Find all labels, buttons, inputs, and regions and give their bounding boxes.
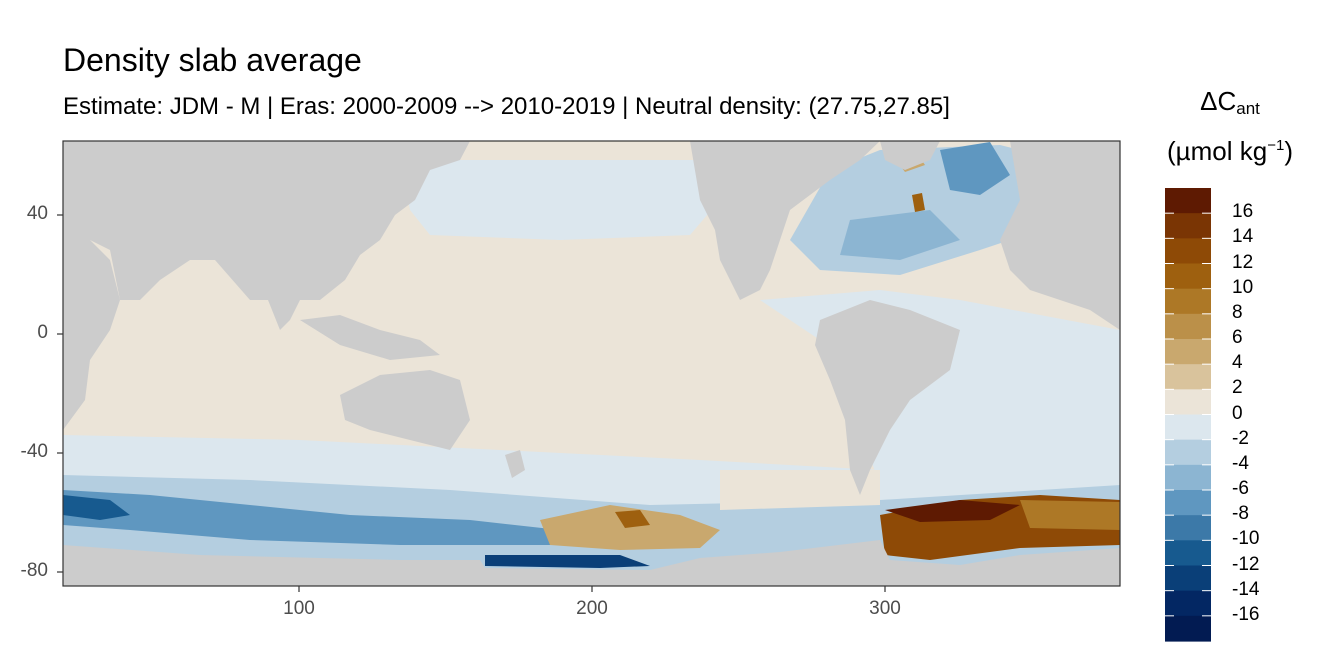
land-eurasia	[63, 141, 470, 330]
legend-label: -8	[1232, 503, 1249, 525]
legend-units-prefix: (µmol kg	[1167, 136, 1268, 166]
map-title: Density slab average	[63, 42, 362, 78]
land-africa	[63, 240, 120, 430]
legend-units: (µmol kg−1)	[1150, 136, 1310, 167]
labrador-sea-region	[940, 142, 1010, 195]
legend-swatch	[1165, 615, 1211, 642]
legend-swatch	[1165, 490, 1211, 516]
xtick-label: 300	[869, 598, 901, 619]
southern-pacific-white	[720, 470, 880, 510]
ross-sea-brown	[540, 505, 720, 550]
ytick-label: -80	[20, 560, 48, 581]
legend-swatch	[1165, 188, 1211, 214]
legend-swatch	[1165, 540, 1211, 567]
legend-label: 4	[1232, 352, 1243, 374]
legend-label: -16	[1232, 603, 1260, 625]
legend-label: -2	[1232, 427, 1249, 449]
ytick-label: -40	[20, 441, 48, 462]
legend-swatch	[1165, 238, 1211, 265]
ytick-label: 40	[26, 203, 48, 224]
legend-swatch	[1165, 590, 1211, 617]
legend-label: -14	[1232, 578, 1260, 600]
southern-ocean-deep-blue	[63, 495, 130, 520]
ytick-label: 0	[37, 322, 48, 343]
legend-label: 16	[1232, 201, 1254, 223]
land-antarctica	[63, 540, 1120, 586]
land-africa-east	[1000, 141, 1120, 330]
legend-label: 0	[1232, 402, 1243, 424]
legend-swatch	[1165, 515, 1211, 541]
legend-swatch	[1165, 389, 1211, 416]
legend-colorbar	[1165, 188, 1211, 642]
legend-label: 12	[1232, 251, 1254, 273]
legend-label: -12	[1232, 553, 1260, 575]
legend-swatch	[1165, 464, 1211, 491]
legend-swatch	[1165, 364, 1211, 390]
legend-title-main: ΔC	[1200, 86, 1237, 116]
ross-sea-blue	[485, 555, 650, 568]
legend-label: 6	[1232, 327, 1243, 348]
legend-swatch	[1165, 414, 1211, 441]
map-subtitle: Estimate: JDM - M | Eras: 2000-2009 --> …	[63, 93, 950, 120]
legend-title-sub: ant	[1236, 99, 1260, 118]
legend-swatch	[1165, 439, 1211, 466]
north-pacific-region	[400, 160, 720, 240]
legend-label: 14	[1232, 226, 1254, 248]
legend-swatch	[1165, 213, 1211, 239]
nordic-brown-patch-2	[912, 193, 925, 212]
legend-swatch	[1165, 565, 1211, 592]
land-south-america	[815, 300, 960, 495]
legend-label: 10	[1232, 276, 1254, 298]
ross-sea-brown-2	[615, 510, 650, 528]
legend-swatch	[1165, 313, 1211, 340]
weddell-sea-dark	[885, 500, 1020, 522]
legend-label: -10	[1232, 528, 1260, 550]
weddell-sea-light	[1020, 500, 1120, 530]
legend-swatch	[1165, 339, 1211, 365]
land-indonesia	[300, 315, 440, 360]
xtick-label: 200	[576, 598, 608, 619]
legend-label: -6	[1232, 478, 1249, 499]
legend-swatch	[1165, 263, 1211, 290]
land	[63, 141, 1120, 586]
axis-ticks	[57, 214, 886, 592]
north-atlantic-deep-region	[840, 210, 960, 260]
land-new-zealand	[505, 450, 525, 478]
legend-label: 8	[1232, 301, 1243, 323]
legend-units-sup: −1	[1267, 137, 1285, 154]
legend-label: 2	[1232, 377, 1243, 399]
land-australia	[340, 370, 470, 450]
map-panel	[63, 141, 1120, 586]
xtick-label: 100	[283, 598, 315, 619]
legend-swatch	[1165, 288, 1211, 315]
land-greenland	[880, 141, 940, 170]
legend-label: -4	[1232, 452, 1249, 474]
land-north-america	[690, 141, 880, 300]
southern-ocean-band-3	[63, 490, 560, 545]
legend-units-suffix: )	[1284, 136, 1293, 166]
legend-title: ΔCant	[1150, 86, 1310, 119]
